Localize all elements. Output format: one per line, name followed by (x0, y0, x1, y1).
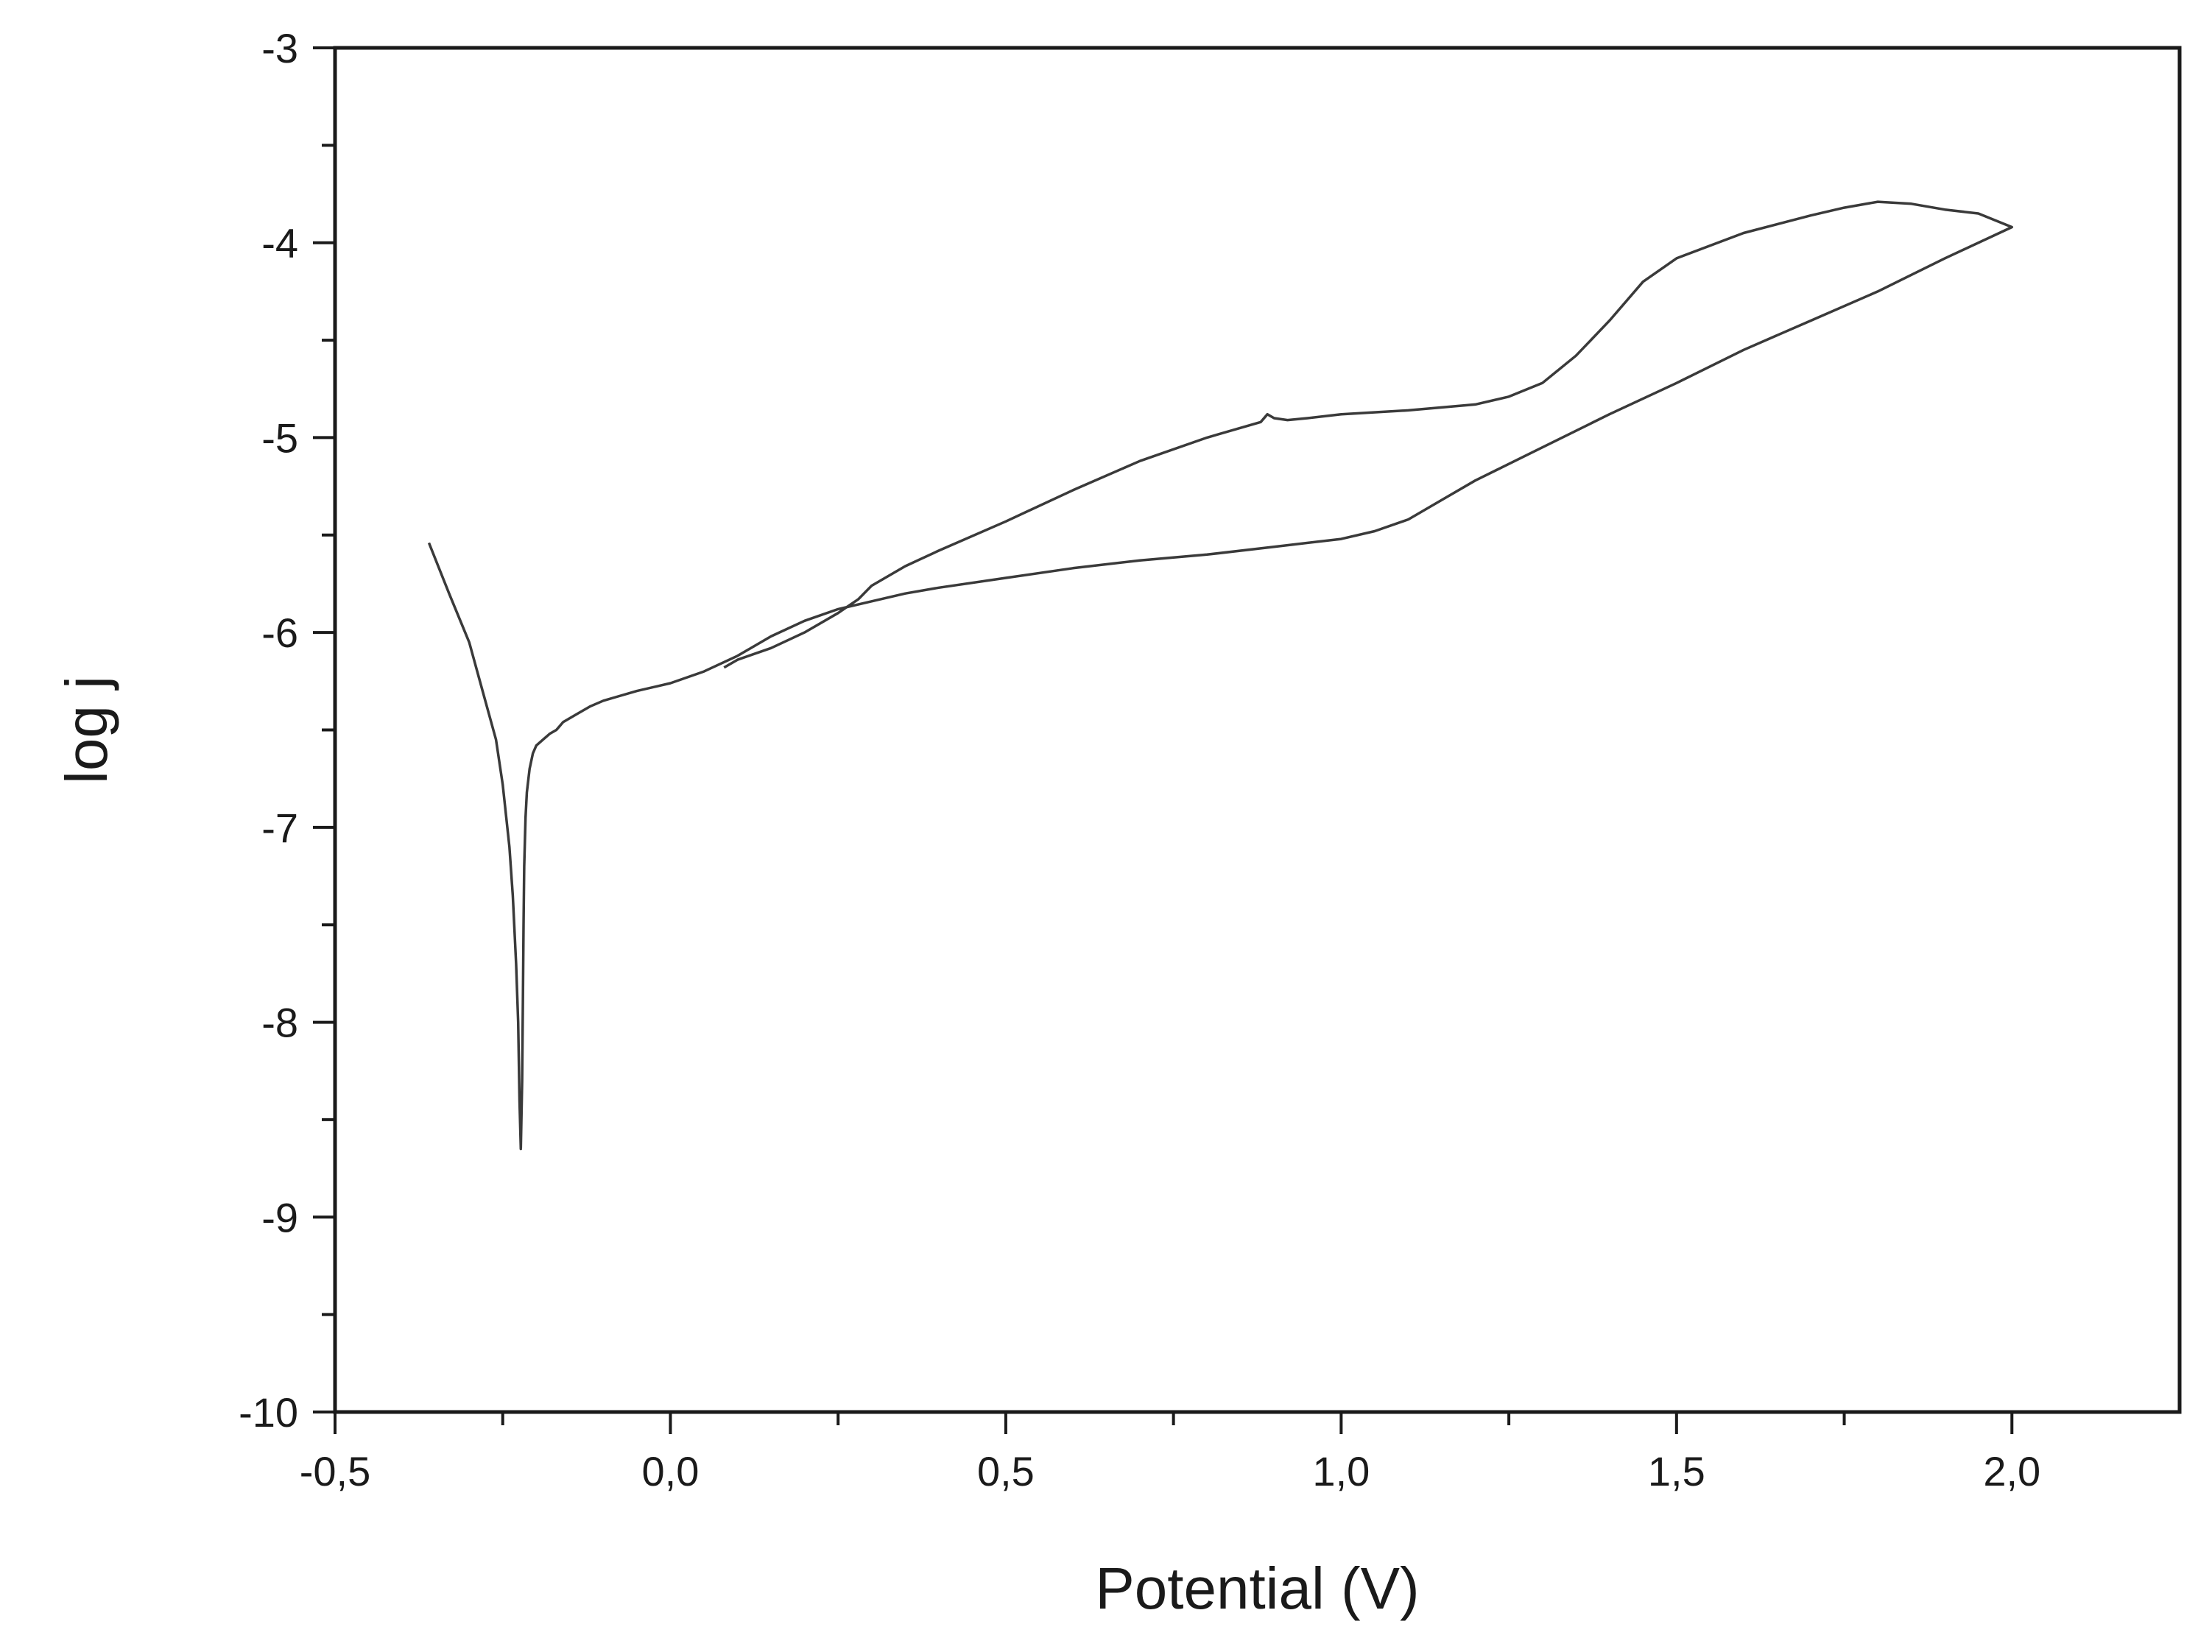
y-tick-label: -7 (261, 805, 298, 851)
y-tick-label: -5 (261, 414, 298, 461)
x-tick-label: 2,0 (1983, 1448, 2040, 1494)
y-tick-label: -10 (239, 1389, 298, 1436)
x-axis-label: Potential (V) (1095, 1556, 1419, 1621)
y-tick-label: -8 (261, 1000, 298, 1046)
axis-ticks (313, 46, 2014, 1434)
x-tick-label: 0,0 (642, 1448, 700, 1494)
y-tick-label: -3 (261, 25, 298, 71)
y-tick-label: -9 (261, 1194, 298, 1240)
y-axis-label: log j (54, 676, 119, 784)
polarization-curve (427, 200, 2014, 1151)
axis-tick-labels: -0,5 0,0 0,5 1,0 1,5 2,0 -3 -4 -5 -6 -7 -8 -9 -10 (239, 25, 2040, 1494)
plot-frame (333, 46, 2182, 1414)
x-tick-label: -0,5 (300, 1448, 371, 1494)
y-tick-label: -6 (261, 610, 298, 656)
x-tick-label: 0,5 (977, 1448, 1035, 1494)
y-tick-label: -4 (261, 220, 298, 266)
x-tick-label: 1,5 (1648, 1448, 1705, 1494)
x-tick-label: 1,0 (1312, 1448, 1370, 1494)
